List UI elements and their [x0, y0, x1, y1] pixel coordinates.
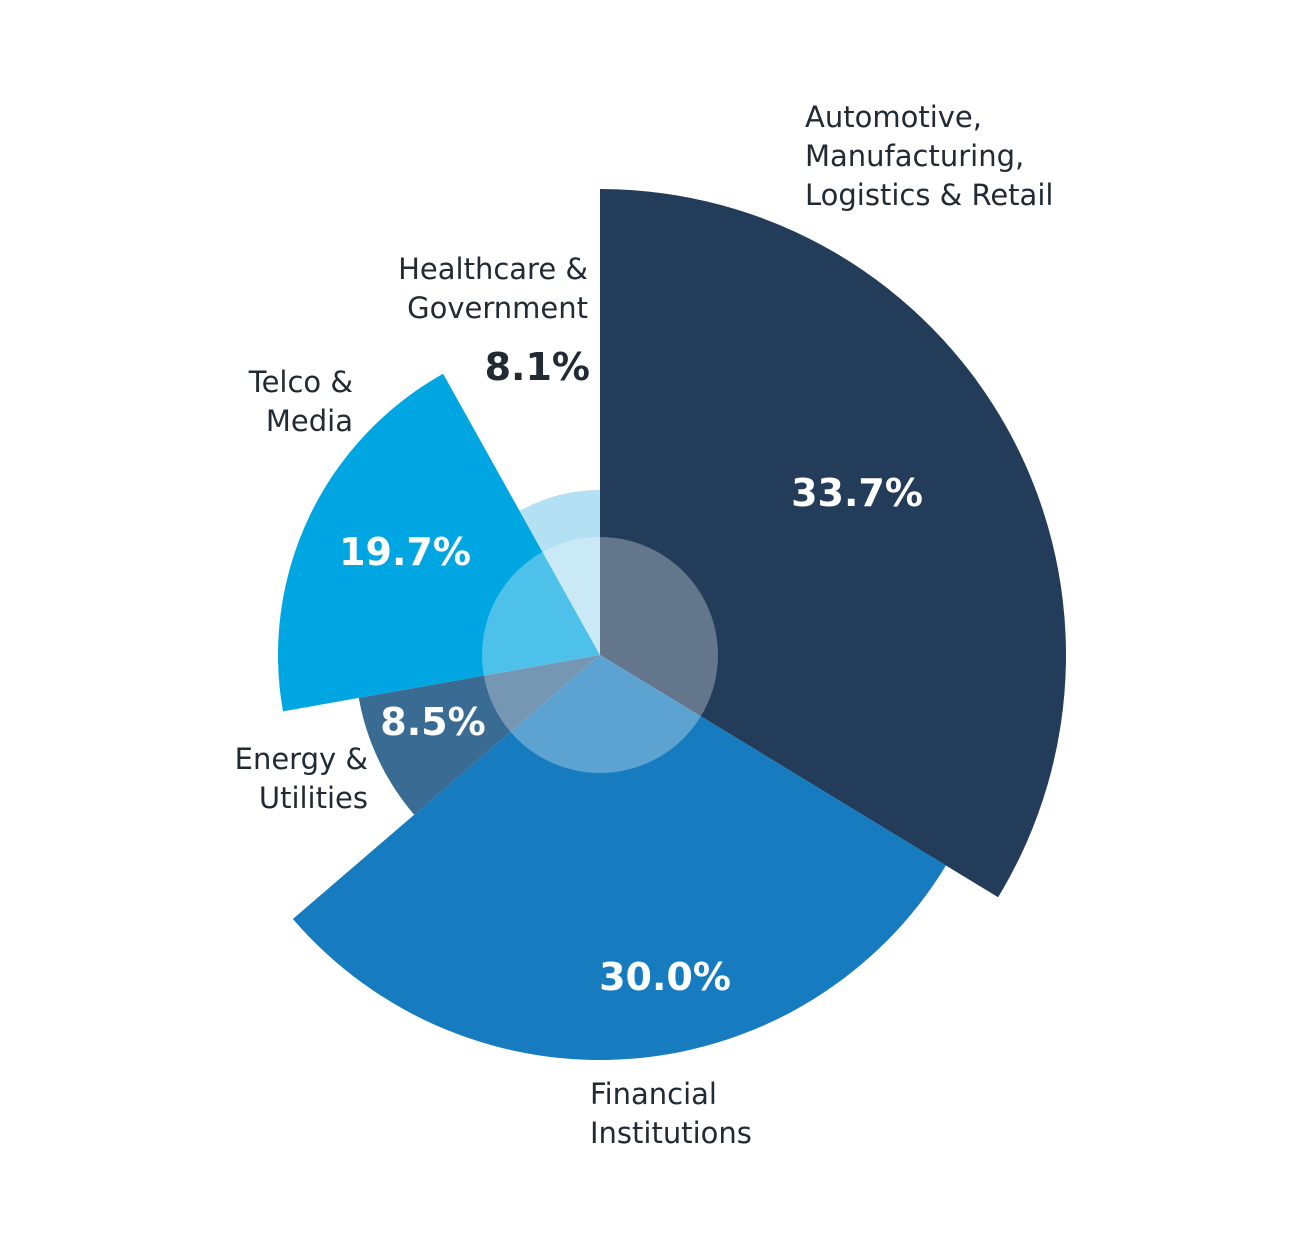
category-label: Energy & Utilities [234, 742, 368, 815]
category-label: Automotive, Manufacturing, Logistics & R… [805, 100, 1054, 212]
value-label: 19.7% [339, 530, 471, 574]
value-label: 8.5% [380, 700, 486, 744]
pie-slice [292, 655, 946, 1060]
center-circle [482, 537, 718, 773]
category-label: Telco & Media [248, 365, 353, 438]
pie-slice [277, 373, 600, 712]
pie-slice [600, 189, 1066, 898]
category-label: Healthcare & Government [398, 252, 588, 325]
value-label: 8.1% [484, 345, 590, 389]
category-label: Financial Institutions [590, 1077, 752, 1150]
pie-slice [358, 655, 600, 815]
pie-slice [519, 489, 600, 655]
value-label: 33.7% [791, 471, 923, 515]
value-label: 30.0% [599, 955, 731, 999]
